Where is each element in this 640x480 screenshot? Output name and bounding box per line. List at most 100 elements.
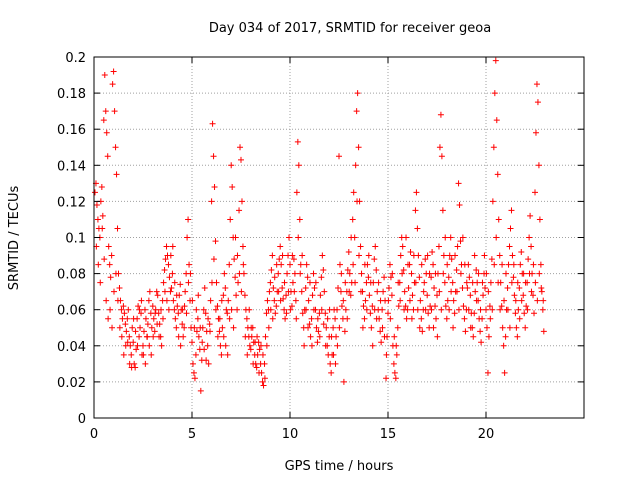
data-point xyxy=(487,315,494,322)
data-point xyxy=(223,306,230,313)
data-point xyxy=(502,270,509,277)
data-point xyxy=(412,279,419,286)
data-point xyxy=(324,315,331,322)
data-point xyxy=(477,328,484,335)
data-point xyxy=(163,297,170,304)
data-point xyxy=(517,261,524,268)
data-point xyxy=(432,270,439,277)
y-tick-label: 0.16 xyxy=(57,123,86,138)
data-point xyxy=(478,339,485,346)
data-point xyxy=(371,306,378,313)
data-point xyxy=(129,324,136,331)
data-point xyxy=(244,351,251,358)
y-tick-label: 0.18 xyxy=(57,87,86,102)
data-point xyxy=(291,270,298,277)
data-point xyxy=(504,285,511,292)
data-point xyxy=(316,310,323,317)
data-point xyxy=(400,266,407,273)
data-point xyxy=(303,261,310,268)
data-point xyxy=(422,256,429,263)
data-point xyxy=(387,274,394,281)
data-point xyxy=(232,234,239,241)
data-point xyxy=(383,375,390,382)
data-point xyxy=(391,333,398,340)
data-point xyxy=(134,342,141,349)
data-point xyxy=(348,234,355,241)
axis-ticks xyxy=(93,56,584,419)
data-point xyxy=(322,342,329,349)
data-point xyxy=(132,328,139,335)
data-point xyxy=(350,189,357,196)
data-point xyxy=(311,285,318,292)
data-point xyxy=(203,357,210,364)
data-point xyxy=(506,324,513,331)
data-point xyxy=(120,303,127,310)
data-point xyxy=(313,324,320,331)
data-point xyxy=(171,306,178,313)
data-point xyxy=(377,297,384,304)
data-point xyxy=(516,285,523,292)
data-point xyxy=(281,306,288,313)
data-point xyxy=(287,261,293,268)
data-point xyxy=(334,306,341,313)
data-point xyxy=(122,342,129,349)
data-point xyxy=(435,243,442,250)
data-point xyxy=(465,306,472,313)
data-point xyxy=(460,303,467,310)
data-point xyxy=(192,351,199,358)
data-point xyxy=(128,364,135,371)
data-point xyxy=(310,270,317,277)
data-point xyxy=(133,346,140,353)
data-point xyxy=(341,328,348,335)
data-point xyxy=(498,303,505,310)
data-point xyxy=(409,292,416,299)
data-point xyxy=(393,351,400,358)
data-point xyxy=(410,252,417,259)
data-point xyxy=(387,315,394,322)
data-point xyxy=(475,270,482,277)
data-point xyxy=(254,351,261,358)
data-point xyxy=(440,252,447,259)
data-point xyxy=(493,117,500,124)
data-point xyxy=(166,274,173,281)
data-point xyxy=(310,306,317,313)
data-point xyxy=(340,378,347,385)
data-point xyxy=(135,303,142,310)
data-point xyxy=(418,315,425,322)
data-point xyxy=(103,297,110,304)
data-point xyxy=(181,303,188,310)
data-point xyxy=(122,321,129,328)
data-point xyxy=(160,279,167,286)
data-point xyxy=(330,324,337,331)
data-point xyxy=(360,303,367,310)
data-point xyxy=(412,207,419,214)
data-point xyxy=(336,324,343,331)
data-point xyxy=(216,315,223,322)
data-point xyxy=(395,303,402,310)
data-point xyxy=(265,324,272,331)
data-point xyxy=(304,274,311,281)
data-point xyxy=(434,292,440,299)
data-point xyxy=(340,297,347,304)
data-point xyxy=(136,333,143,340)
data-point xyxy=(319,252,326,259)
data-point xyxy=(497,306,504,313)
data-point xyxy=(381,274,388,281)
data-point xyxy=(508,279,515,286)
data-point xyxy=(454,243,461,250)
data-point xyxy=(118,333,125,340)
data-point xyxy=(264,297,271,304)
data-point xyxy=(323,324,330,331)
data-point xyxy=(317,292,324,299)
data-point xyxy=(145,297,152,304)
data-point xyxy=(144,321,151,328)
data-point xyxy=(246,306,253,313)
data-point xyxy=(425,310,432,317)
data-point xyxy=(490,144,497,151)
data-point xyxy=(338,270,345,277)
data-point xyxy=(424,252,431,259)
data-point xyxy=(530,292,537,299)
data-point xyxy=(437,111,444,118)
data-point xyxy=(336,153,342,160)
data-point xyxy=(440,270,447,277)
